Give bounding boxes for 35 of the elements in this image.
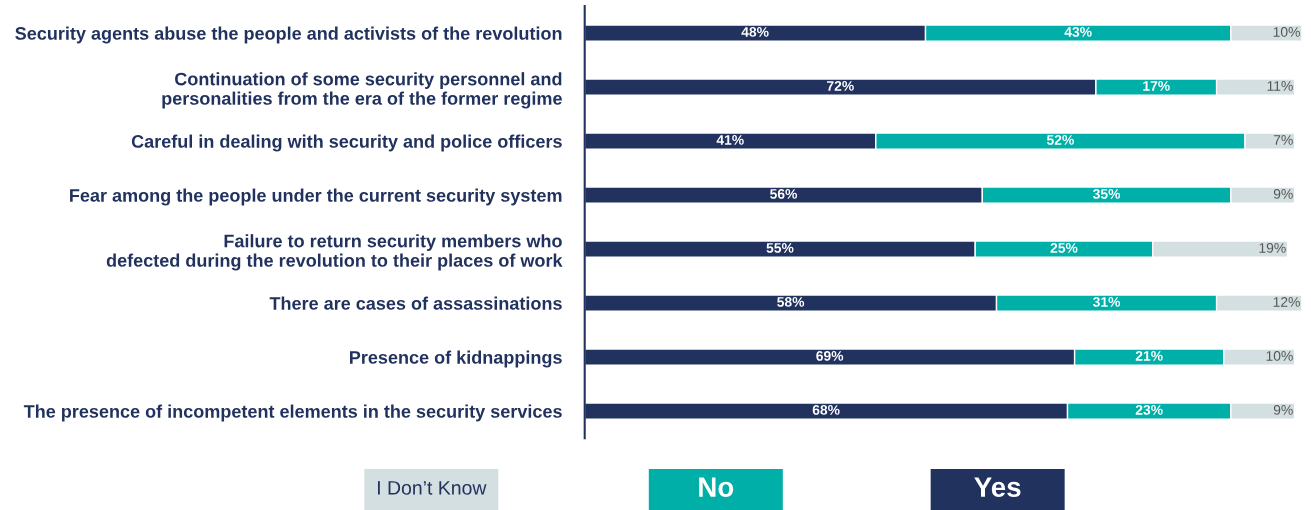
data-label: 11% (1267, 81, 1293, 91)
y-tick-label: There are cases of assassinations (269, 296, 562, 310)
data-label: 17% (1143, 81, 1170, 91)
y-tick-label: Continuation of some security personnel and personalities from the era of the former regime (162, 72, 562, 109)
data-label: 9% (1273, 404, 1293, 415)
data-label: 10% (1273, 27, 1300, 37)
data-label: 41% (716, 135, 744, 145)
text: Yes (974, 477, 1021, 497)
data-label: 25% (1050, 243, 1078, 253)
data-label: 68% (812, 404, 840, 415)
data-label: 48% (741, 27, 769, 37)
y-tick-label: Presence of kidnappings (350, 350, 562, 368)
data-label: 69% (816, 350, 844, 361)
data-label: 31% (1092, 296, 1121, 307)
data-label: 52% (1046, 135, 1074, 145)
data-label: 9% (1273, 189, 1293, 199)
text: I Don’t Know (378, 481, 487, 495)
y-tick-label: The presence of incompetent elements in the security services (23, 404, 562, 422)
data-label: 72% (827, 81, 854, 91)
text: No (699, 477, 734, 497)
y-tick-label: Fear among the people under the current security system (70, 188, 562, 206)
data-label: 58% (777, 296, 805, 307)
data-label: 55% (766, 243, 794, 253)
data-label: 12% (1273, 296, 1300, 307)
data-label: 10% (1266, 350, 1293, 361)
data-label: 19% (1259, 243, 1286, 253)
data-label: 21% (1135, 350, 1163, 361)
data-label: 23% (1135, 404, 1163, 415)
y-tick-label: Security agents abuse the people and activists of the revolution (15, 26, 562, 44)
y-tick-label: Careful in dealing with security and police officers (131, 134, 562, 152)
data-label: 7% (1273, 135, 1293, 145)
y-tick-label: Failure to return security members who defected during the revolution to their places of work (106, 234, 563, 271)
data-label: 43% (1064, 27, 1092, 37)
data-label: 35% (1092, 189, 1121, 199)
data-label: 56% (770, 189, 798, 199)
